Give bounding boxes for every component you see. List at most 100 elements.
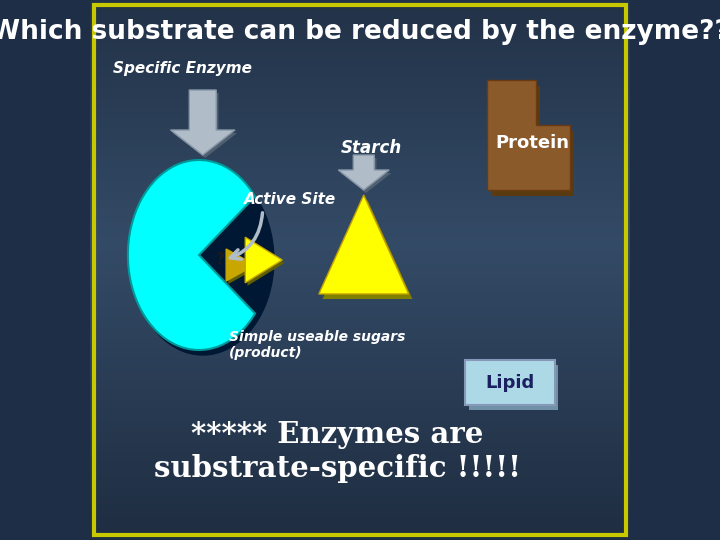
Bar bbox=[91, 435, 629, 436]
Bar bbox=[91, 490, 629, 491]
Bar bbox=[91, 395, 629, 396]
Bar bbox=[91, 206, 629, 207]
Bar bbox=[91, 436, 629, 437]
Bar bbox=[91, 176, 629, 177]
Bar bbox=[91, 107, 629, 108]
Bar bbox=[91, 5, 629, 6]
Bar bbox=[91, 364, 629, 365]
Bar bbox=[91, 229, 629, 230]
Bar bbox=[91, 49, 629, 50]
Bar bbox=[91, 108, 629, 109]
Bar bbox=[91, 230, 629, 231]
Bar bbox=[91, 323, 629, 324]
Bar bbox=[91, 297, 629, 298]
Bar bbox=[91, 534, 629, 535]
FancyBboxPatch shape bbox=[469, 365, 559, 410]
Bar bbox=[91, 373, 629, 374]
Polygon shape bbox=[226, 249, 255, 281]
Bar bbox=[91, 372, 629, 373]
FancyBboxPatch shape bbox=[465, 360, 554, 405]
Bar bbox=[91, 60, 629, 61]
Bar bbox=[91, 267, 629, 268]
Bar bbox=[91, 170, 629, 171]
Bar bbox=[91, 344, 629, 345]
Bar bbox=[91, 32, 629, 33]
Bar bbox=[91, 496, 629, 497]
Polygon shape bbox=[248, 240, 284, 286]
Bar bbox=[91, 192, 629, 193]
Bar bbox=[91, 469, 629, 470]
Bar bbox=[91, 447, 629, 448]
Bar bbox=[91, 262, 629, 263]
Bar bbox=[91, 332, 629, 333]
Bar bbox=[91, 376, 629, 377]
Bar bbox=[91, 340, 629, 341]
Bar bbox=[91, 3, 629, 4]
Bar bbox=[91, 426, 629, 427]
Bar bbox=[91, 513, 629, 514]
Bar bbox=[91, 216, 629, 217]
Bar bbox=[91, 456, 629, 457]
Bar bbox=[91, 399, 629, 400]
Bar bbox=[91, 362, 629, 363]
Bar bbox=[91, 282, 629, 283]
Bar bbox=[91, 465, 629, 466]
Bar bbox=[91, 198, 629, 199]
Bar bbox=[91, 199, 629, 200]
Bar bbox=[91, 322, 629, 323]
Bar bbox=[91, 228, 629, 229]
Bar bbox=[91, 441, 629, 442]
Bar bbox=[91, 90, 629, 91]
Bar bbox=[91, 184, 629, 185]
Bar bbox=[91, 443, 629, 444]
Bar bbox=[91, 121, 629, 122]
Bar bbox=[91, 179, 629, 180]
Bar bbox=[91, 144, 629, 145]
Bar bbox=[91, 521, 629, 522]
Bar bbox=[91, 20, 629, 21]
Bar bbox=[91, 464, 629, 465]
Bar bbox=[91, 145, 629, 146]
Bar bbox=[91, 419, 629, 420]
Bar bbox=[91, 311, 629, 312]
Bar bbox=[91, 104, 629, 105]
Bar bbox=[91, 74, 629, 75]
Polygon shape bbox=[171, 90, 235, 155]
Bar bbox=[91, 327, 629, 328]
Bar bbox=[91, 499, 629, 500]
Bar bbox=[91, 504, 629, 505]
Bar bbox=[91, 269, 629, 270]
Bar bbox=[91, 466, 629, 467]
Bar bbox=[91, 414, 629, 415]
Bar bbox=[91, 233, 629, 234]
Bar bbox=[91, 114, 629, 115]
Text: ?: ? bbox=[216, 253, 225, 267]
Bar bbox=[91, 361, 629, 362]
Bar bbox=[91, 57, 629, 58]
Bar bbox=[91, 342, 629, 343]
Bar bbox=[91, 296, 629, 297]
Bar bbox=[91, 120, 629, 121]
Bar bbox=[91, 346, 629, 347]
Bar bbox=[91, 520, 629, 521]
Bar bbox=[91, 11, 629, 12]
Bar bbox=[91, 14, 629, 15]
Bar bbox=[91, 72, 629, 73]
Polygon shape bbox=[173, 93, 237, 158]
Bar bbox=[91, 226, 629, 227]
Bar bbox=[91, 423, 629, 424]
Bar bbox=[91, 55, 629, 56]
Bar bbox=[91, 416, 629, 417]
Bar bbox=[91, 28, 629, 29]
Bar bbox=[91, 292, 629, 293]
Bar bbox=[91, 358, 629, 359]
Bar bbox=[91, 318, 629, 319]
Bar bbox=[91, 39, 629, 40]
Bar bbox=[91, 255, 629, 256]
Bar bbox=[91, 345, 629, 346]
Bar bbox=[91, 495, 629, 496]
Bar bbox=[91, 173, 629, 174]
Bar bbox=[91, 526, 629, 527]
Bar bbox=[91, 16, 629, 17]
Bar bbox=[91, 400, 629, 401]
